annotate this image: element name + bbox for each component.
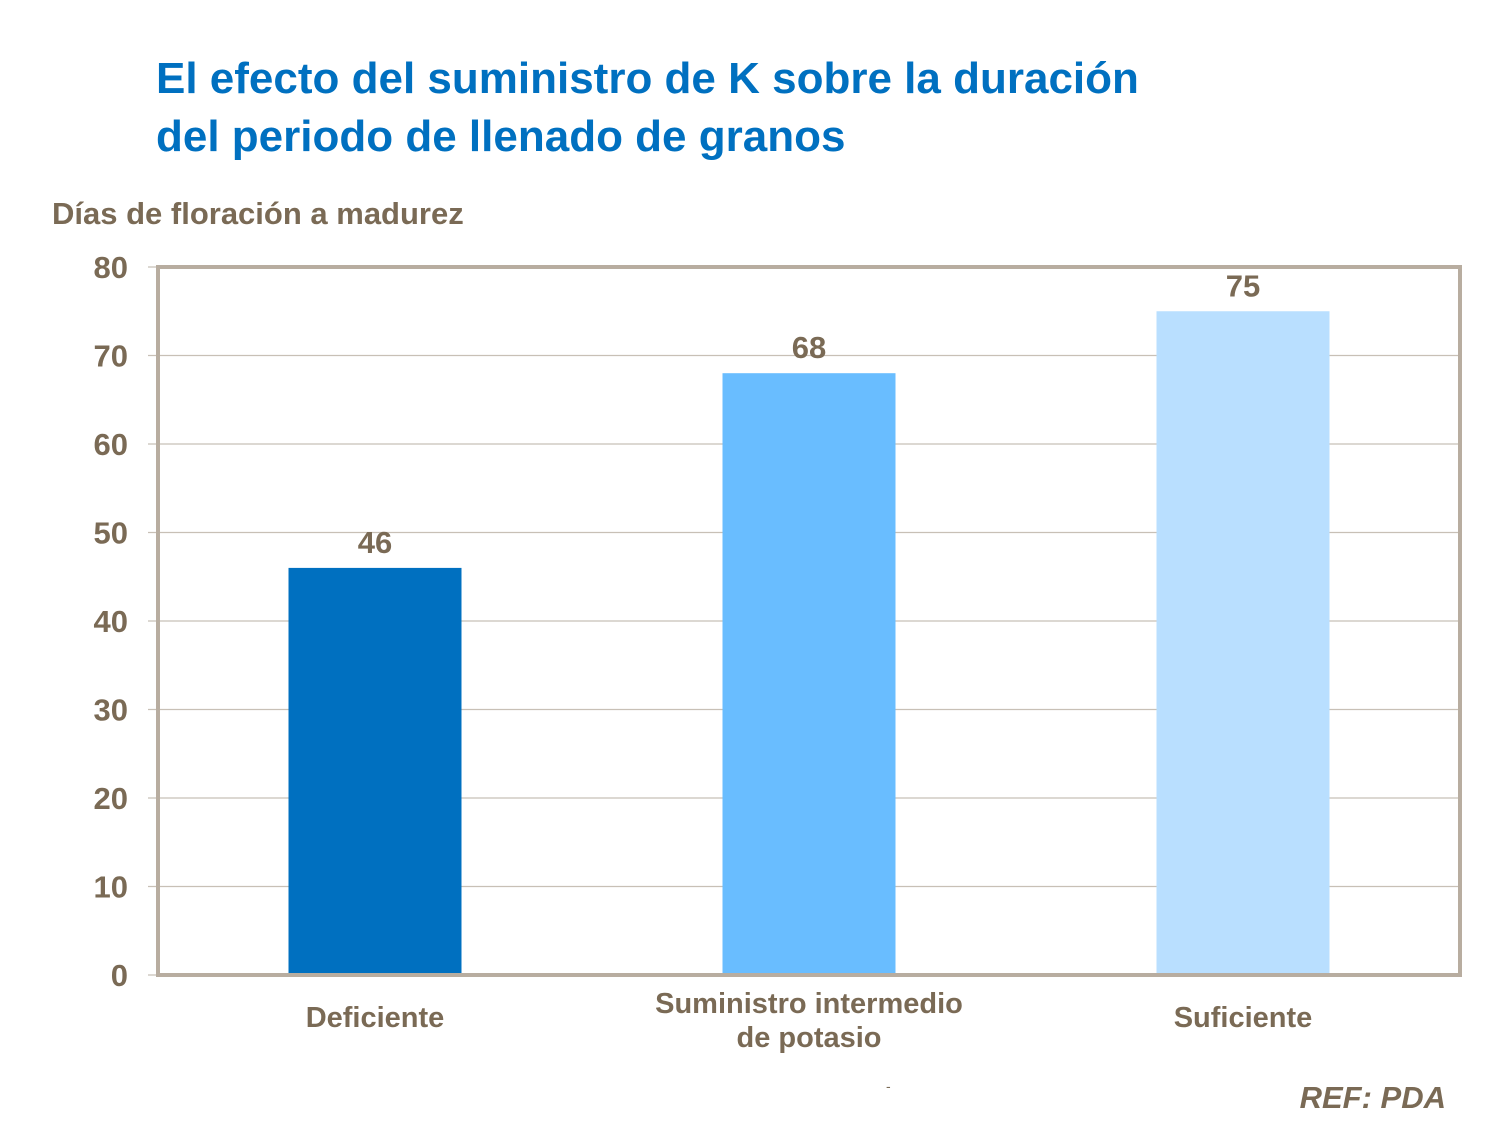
title-line-1: El efecto del suministro de K sobre la d… — [156, 54, 1139, 103]
bar-3 — [1156, 311, 1330, 975]
data-label: 46 — [358, 525, 392, 560]
x-category-label: Suficiente — [1174, 1002, 1313, 1034]
y-tick-label: 50 — [94, 516, 128, 551]
x-category-label: de potasio — [736, 1022, 881, 1054]
y-tick-label: 70 — [94, 339, 128, 374]
plot-frame — [156, 265, 1462, 977]
y-tick-label: 10 — [94, 870, 128, 905]
bar-1 — [288, 567, 462, 975]
y-tick-label: 0 — [111, 958, 128, 993]
y-tick-label: 20 — [94, 781, 128, 816]
data-label: 68 — [792, 330, 826, 365]
chart-title: El efecto del suministro de K sobre la d… — [156, 50, 1139, 166]
reference-note: REF: PDA — [1299, 1080, 1446, 1115]
data-label: 75 — [1226, 268, 1260, 303]
y-tick-label: 40 — [94, 604, 128, 639]
stray-dash: - — [886, 1078, 891, 1094]
y-tick-label: 60 — [94, 427, 128, 462]
x-category-label: Deficiente — [306, 1002, 445, 1034]
x-category-label: Suministro intermedio — [655, 988, 963, 1020]
bar-2 — [722, 373, 896, 975]
title-line-2: del periodo de llenado de granos — [156, 112, 846, 161]
y-tick-label: 80 — [94, 250, 128, 285]
y-axis-label: Días de floración a madurez — [52, 196, 464, 231]
y-tick-label: 30 — [94, 693, 128, 728]
